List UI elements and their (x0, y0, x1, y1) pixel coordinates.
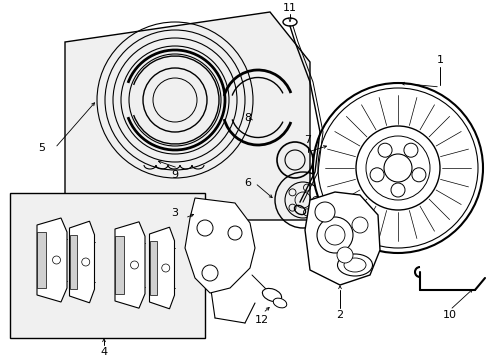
Ellipse shape (262, 288, 281, 302)
Circle shape (403, 143, 417, 157)
Circle shape (336, 247, 352, 263)
Polygon shape (115, 222, 145, 308)
Circle shape (227, 226, 242, 240)
Text: 6: 6 (244, 178, 251, 188)
Circle shape (316, 217, 352, 253)
Circle shape (202, 265, 218, 281)
Circle shape (197, 220, 213, 236)
Text: 10: 10 (442, 310, 456, 320)
Text: 2: 2 (336, 310, 343, 320)
Text: 7: 7 (304, 135, 311, 145)
Text: 5: 5 (39, 143, 45, 153)
Polygon shape (184, 198, 254, 293)
Bar (10, 193, 204, 338)
Circle shape (162, 264, 169, 272)
Polygon shape (65, 12, 309, 220)
Polygon shape (37, 218, 67, 302)
Circle shape (377, 143, 391, 157)
Polygon shape (69, 221, 94, 303)
Circle shape (314, 202, 334, 222)
Text: 11: 11 (283, 3, 296, 13)
Text: 8: 8 (244, 113, 251, 123)
Ellipse shape (337, 254, 372, 276)
Circle shape (52, 256, 61, 264)
Polygon shape (37, 232, 46, 288)
Polygon shape (305, 192, 379, 285)
Text: 1: 1 (436, 55, 443, 65)
Polygon shape (115, 236, 124, 294)
Text: 9: 9 (171, 170, 178, 180)
Polygon shape (149, 241, 157, 295)
Circle shape (390, 183, 404, 197)
Circle shape (81, 258, 90, 266)
Text: 4: 4 (100, 347, 107, 357)
Ellipse shape (273, 298, 286, 308)
Text: 12: 12 (254, 315, 268, 325)
Text: 3: 3 (171, 208, 178, 218)
Circle shape (411, 168, 425, 182)
Polygon shape (69, 235, 77, 289)
Circle shape (351, 217, 367, 233)
Circle shape (369, 168, 383, 182)
Polygon shape (149, 227, 174, 309)
Circle shape (130, 261, 138, 269)
Circle shape (312, 83, 482, 253)
